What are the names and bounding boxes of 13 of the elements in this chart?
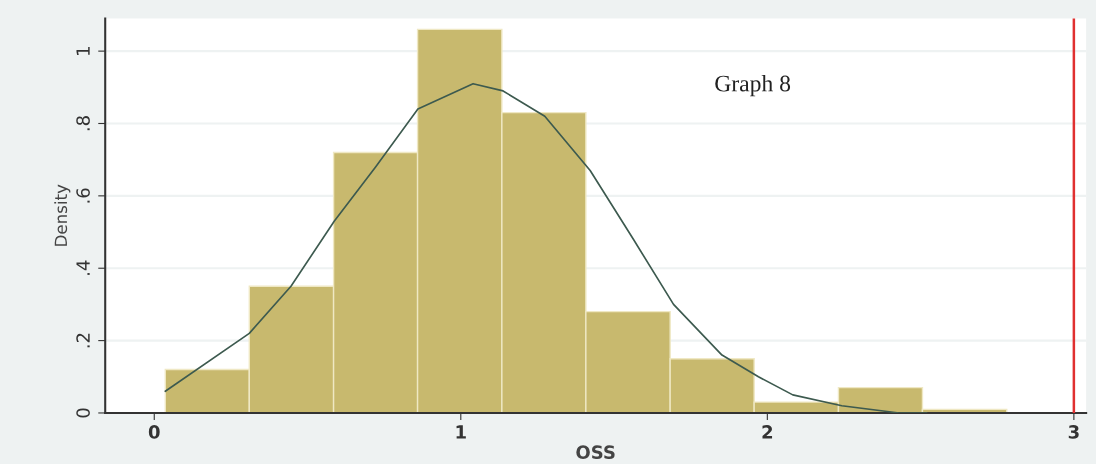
y-tick-label: .2	[76, 333, 90, 348]
y-tick-label: 0	[76, 408, 90, 418]
y-axis-title: Density	[54, 184, 71, 246]
y-tick-label: 1	[76, 47, 90, 55]
x-tick-label: 3	[1068, 425, 1079, 439]
annotation: Graph 8	[715, 74, 791, 97]
x-tick-label: 2	[762, 425, 773, 439]
y-tick-label: .4	[76, 260, 90, 275]
x-tick-label: 0	[148, 425, 160, 439]
y-tick-label: .8	[76, 116, 90, 131]
y-tick-label: .6	[76, 188, 90, 203]
x-axis-title: OSS	[576, 445, 615, 459]
x-tick-label: 1	[456, 425, 466, 439]
